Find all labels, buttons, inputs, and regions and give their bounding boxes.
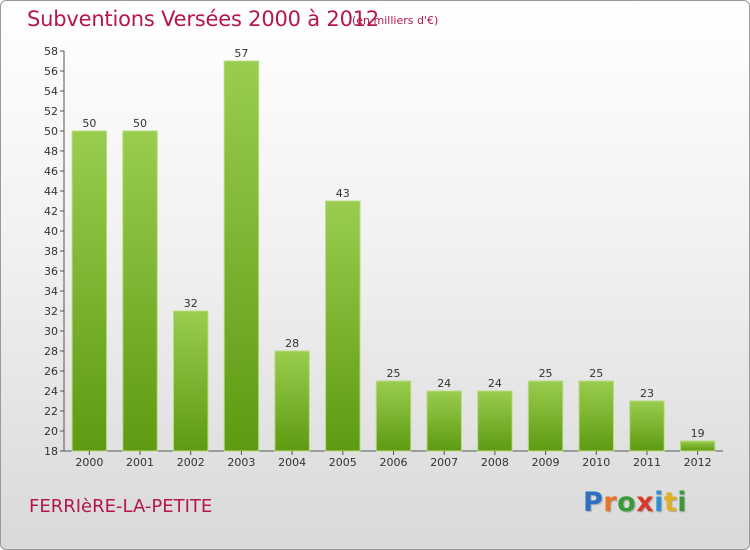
x-tick-label: 2007	[430, 456, 458, 469]
logo-letter: i	[677, 487, 688, 518]
bar-value-label: 25	[539, 367, 553, 380]
x-tick-label: 2008	[481, 456, 509, 469]
y-tick-label: 38	[44, 245, 58, 258]
logo-letter: P	[583, 487, 604, 518]
y-tick-label: 36	[44, 265, 58, 278]
x-tick-label: 2005	[329, 456, 357, 469]
bar-value-label: 28	[285, 337, 299, 350]
logo-letter: x	[636, 487, 655, 518]
x-tick-label: 2012	[684, 456, 712, 469]
proxiti-logo: Proxiti	[583, 487, 687, 518]
bar-value-label: 50	[133, 117, 147, 130]
x-tick-label: 2002	[177, 456, 205, 469]
y-tick-label: 28	[44, 345, 58, 358]
x-tick-label: 2003	[227, 456, 255, 469]
bar	[325, 200, 361, 452]
y-tick-label: 46	[44, 165, 58, 178]
bar-value-label: 43	[336, 187, 350, 200]
bar	[375, 380, 412, 452]
y-tick-label: 52	[44, 105, 58, 118]
bar-value-label: 57	[234, 47, 248, 60]
y-tick-label: 42	[44, 205, 58, 218]
bar-value-label: 23	[640, 387, 654, 400]
bar	[477, 390, 513, 452]
bar	[274, 350, 310, 452]
logo-letter: o	[617, 487, 637, 518]
logo-letter: r	[603, 487, 618, 518]
bar	[629, 400, 665, 452]
y-tick-label: 54	[44, 85, 58, 98]
bar	[679, 440, 716, 452]
y-tick-label: 50	[44, 125, 58, 138]
bar-value-label: 50	[82, 117, 96, 130]
bar	[527, 380, 564, 452]
bar	[122, 130, 158, 452]
commune-name: FERRIèRE-LA-PETITE	[29, 496, 213, 517]
y-tick-label: 24	[44, 385, 58, 398]
x-tick-label: 2009	[532, 456, 560, 469]
y-tick-label: 18	[44, 445, 58, 458]
bar-value-label: 24	[437, 377, 451, 390]
logo-letter: i	[654, 487, 664, 518]
bar-value-label: 25	[589, 367, 603, 380]
bar-value-label: 32	[184, 297, 198, 310]
y-tick-label: 22	[44, 405, 58, 418]
bar	[71, 130, 108, 452]
bar	[426, 390, 462, 452]
x-tick-label: 2004	[278, 456, 306, 469]
y-tick-label: 56	[44, 65, 58, 78]
y-tick-label: 40	[44, 225, 58, 238]
x-tick-label: 2006	[380, 456, 408, 469]
y-tick-label: 20	[44, 425, 58, 438]
x-tick-label: 2000	[75, 456, 103, 469]
y-tick-label: 26	[44, 365, 58, 378]
bar-value-label: 19	[691, 427, 705, 440]
x-tick-label: 2010	[582, 456, 610, 469]
x-tick-label: 2001	[126, 456, 154, 469]
y-tick-label: 58	[44, 45, 58, 58]
x-tick-label: 2011	[633, 456, 661, 469]
bar	[578, 380, 615, 452]
y-tick-label: 32	[44, 305, 58, 318]
chart-unit-note: (en milliers d'€)	[352, 14, 439, 27]
bar	[172, 310, 209, 452]
bar-value-label: 24	[488, 377, 502, 390]
y-tick-label: 48	[44, 145, 58, 158]
y-tick-label: 30	[44, 325, 58, 338]
y-tick-label: 44	[44, 185, 58, 198]
bar-value-label: 25	[387, 367, 401, 380]
bar	[223, 60, 260, 452]
y-tick-label: 34	[44, 285, 58, 298]
chart-title: Subventions Versées 2000 à 2012	[27, 7, 380, 31]
logo-letter: t	[663, 487, 678, 518]
